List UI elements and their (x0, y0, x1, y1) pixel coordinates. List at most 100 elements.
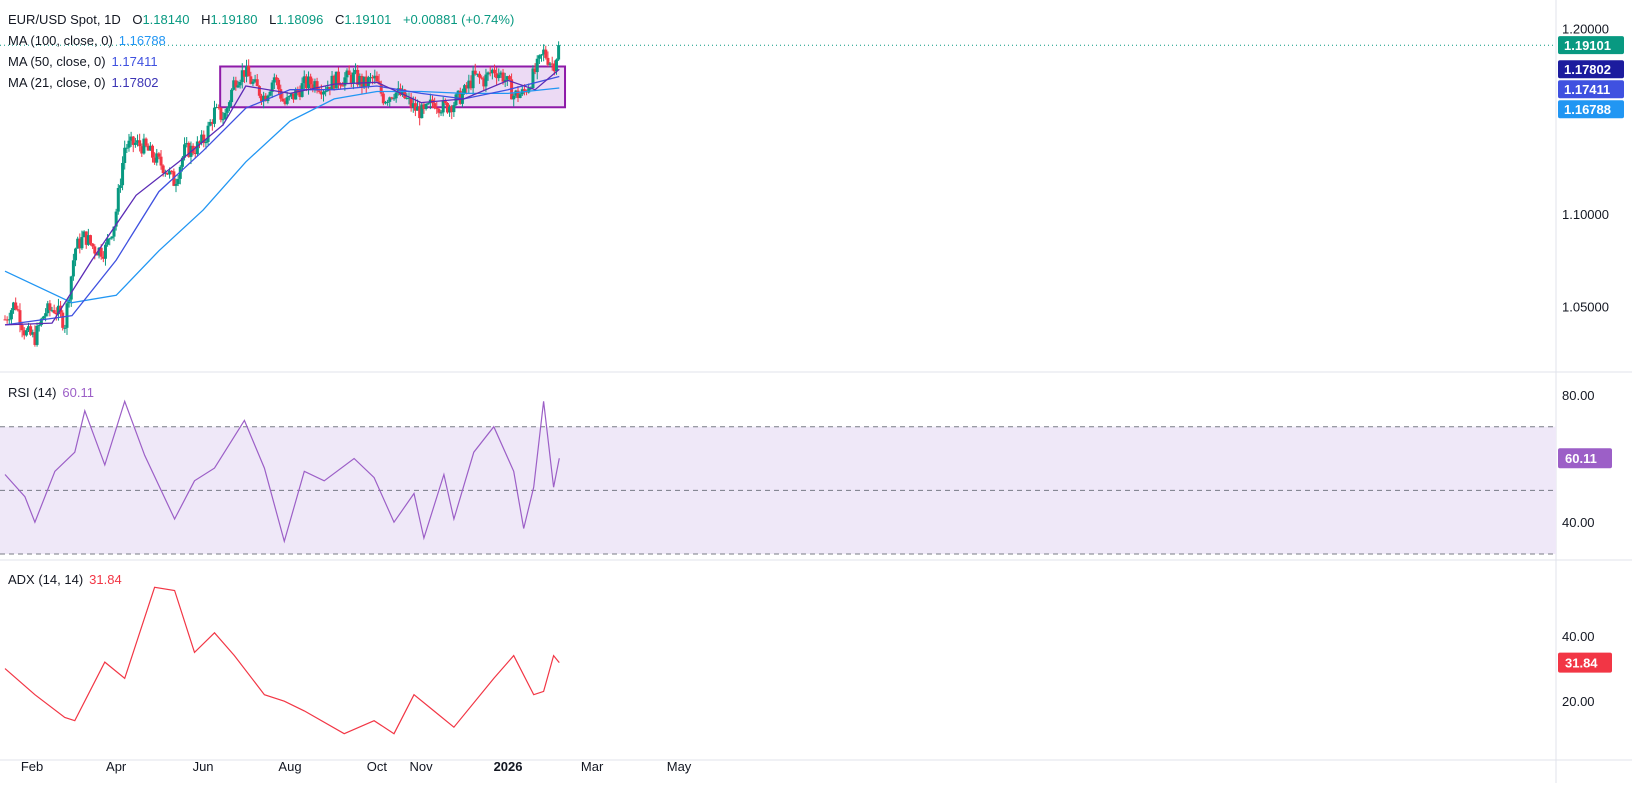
candle-body (123, 147, 127, 163)
candle-body (18, 310, 22, 326)
price-label-badge (1558, 36, 1624, 55)
candle-body (383, 102, 387, 104)
candle-body (5, 319, 9, 321)
candle-body (347, 70, 351, 75)
candle-body (328, 86, 332, 90)
candle-body (89, 235, 92, 244)
candle-body (208, 121, 212, 126)
candle-body (63, 327, 67, 329)
time-tick-label: Jun (193, 759, 214, 774)
candle-body (176, 178, 180, 185)
candle-body (330, 75, 334, 90)
candle-body (463, 85, 467, 94)
candle-body (401, 89, 405, 96)
candle-body (351, 72, 355, 84)
ma50-value: 1.17411 (111, 54, 158, 69)
candle-body (71, 260, 75, 277)
high-label: H (201, 12, 211, 27)
price-label-badge (1558, 100, 1624, 119)
candle-body (236, 85, 240, 88)
ma50-legend: MA (50, close, 0) 1.17411 (8, 52, 158, 72)
candle-body (112, 226, 116, 237)
candle-body (86, 235, 90, 245)
price-label-text: 1.17411 (1564, 82, 1610, 97)
high-value: 1.19180 (210, 12, 258, 27)
candle-body (232, 80, 236, 90)
candle-body (381, 93, 385, 104)
candle-body (61, 312, 65, 328)
candle-body (144, 138, 148, 146)
candle-body (50, 310, 54, 312)
candle-body (418, 106, 422, 119)
candle-body (206, 125, 210, 142)
candle-body (422, 104, 426, 109)
candle-body (287, 96, 291, 98)
candle-body (499, 72, 503, 75)
price-tick-label: 1.05000 (1562, 299, 1609, 314)
candle-body (527, 88, 531, 93)
time-tick-label: Oct (367, 759, 388, 774)
candle-body (165, 172, 169, 175)
candle-body (249, 76, 253, 84)
symbol-title: EUR/USD Spot, 1D (8, 12, 121, 27)
candle-body (458, 90, 462, 104)
candle-body (247, 66, 251, 77)
candle-body (56, 305, 60, 315)
candle-body (93, 246, 97, 254)
candle-body (41, 316, 45, 319)
ma21-line (4, 68, 560, 326)
ma50-line (4, 75, 560, 326)
candle-body (531, 68, 535, 89)
candle-body (309, 76, 313, 85)
candle-body (76, 238, 80, 249)
candle-body (469, 80, 473, 89)
candle-body (294, 89, 298, 100)
candle-body (495, 73, 499, 79)
candle-body (180, 157, 184, 167)
candle-body (65, 303, 69, 328)
adx-label: ADX (14, 14) (8, 572, 84, 587)
candle-body (255, 79, 259, 87)
candle-body (238, 81, 242, 86)
candle-body (202, 134, 206, 144)
candle-body (482, 78, 486, 87)
candle-body (114, 211, 118, 227)
candle-body (95, 253, 99, 256)
rsi-value-text: 60.11 (1565, 451, 1597, 466)
candle-body (358, 75, 362, 85)
candle-body (257, 86, 261, 96)
adx-line (4, 586, 560, 735)
candle-body (230, 89, 234, 103)
candle-body (501, 72, 505, 82)
candle-body (334, 71, 338, 89)
candle-body (281, 98, 285, 102)
candle-body (157, 153, 161, 157)
candle-body (304, 76, 308, 89)
candle-body (394, 92, 398, 99)
candle-body (227, 102, 231, 108)
candle-body (7, 319, 11, 321)
candle-body (39, 318, 43, 326)
time-tick-label: Feb (21, 759, 43, 774)
adx-value-badge (1558, 652, 1612, 673)
candle-body (296, 89, 300, 92)
candle-body (148, 145, 152, 151)
candle-body (540, 54, 544, 56)
candle-body (110, 236, 114, 239)
candle-body (33, 332, 37, 345)
candle-body (471, 70, 475, 89)
candle-body (416, 106, 420, 111)
candle-body (97, 247, 101, 256)
candle-body (373, 75, 377, 79)
ma21-label: MA (21, close, 0) (8, 75, 106, 90)
candle-body (74, 248, 78, 261)
candle-body (396, 88, 400, 93)
close-value: 1.19101 (344, 12, 392, 27)
candle-body (507, 76, 511, 80)
candle-body (356, 69, 360, 85)
candle-body (274, 77, 278, 80)
candle-body (480, 77, 484, 79)
candle-body (388, 97, 392, 102)
candle-body (270, 82, 274, 92)
